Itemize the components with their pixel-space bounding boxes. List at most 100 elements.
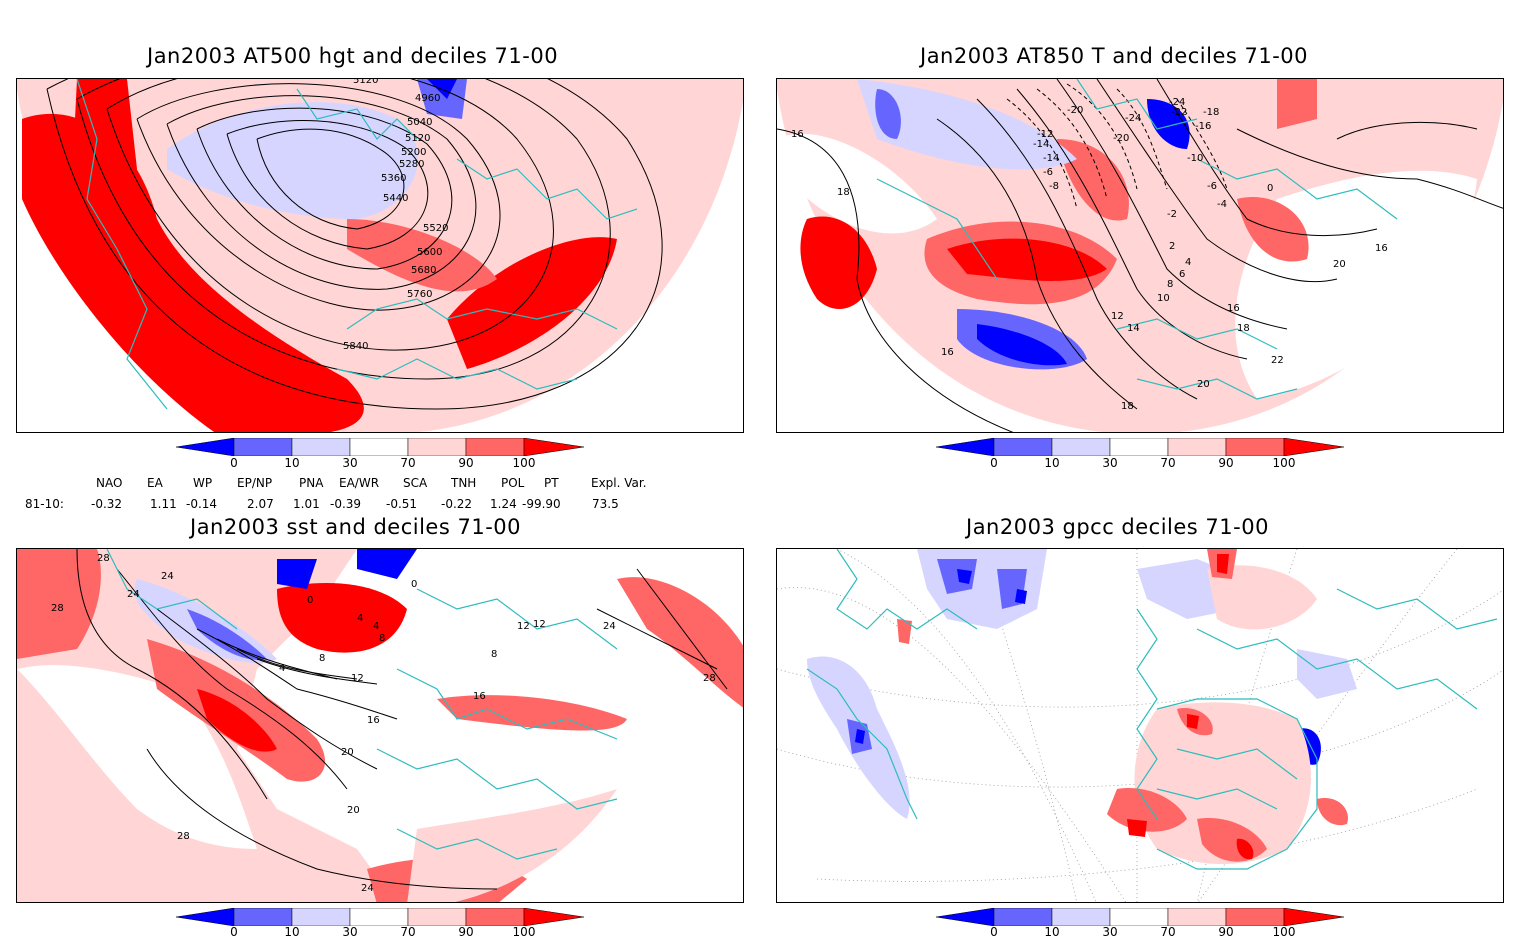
contour-label: 20 bbox=[341, 747, 354, 758]
panel-title-t850: Jan2003 AT850 T and deciles 71-00 bbox=[920, 44, 1309, 68]
contour-label: 16 bbox=[367, 715, 380, 726]
colorbar-label: 70 bbox=[1160, 925, 1176, 939]
contour-label: 24 bbox=[127, 589, 140, 600]
contour-label: -20 bbox=[1067, 105, 1083, 116]
contour-label: 18 bbox=[1237, 323, 1250, 334]
map-sst-svg: 28 28 24 24 0 0 4 4 8 4 8 12 16 20 20 16… bbox=[17, 549, 743, 902]
contour-label: 4 bbox=[357, 613, 363, 624]
contour-label: 4 bbox=[279, 663, 285, 674]
panel-title-sst: Jan2003 sst and deciles 71-00 bbox=[190, 515, 521, 539]
contour-label: 16 bbox=[1227, 303, 1240, 314]
index-value: -0.51 bbox=[386, 497, 418, 511]
contour-label: -24 bbox=[1125, 113, 1141, 124]
map-hgt500-svg: 5120 4960 5040 5120 5200 5280 5360 5440 … bbox=[17, 79, 743, 432]
contour-label: 4960 bbox=[415, 93, 440, 104]
contour-label: 5520 bbox=[423, 223, 448, 234]
contour-label: 16 bbox=[791, 129, 804, 140]
index-header: PT bbox=[544, 476, 559, 490]
index-header: TNH bbox=[451, 476, 477, 490]
contour-label: 24 bbox=[361, 883, 374, 894]
contour-label: 0 bbox=[307, 595, 313, 606]
colorbar-label: 30 bbox=[342, 925, 358, 939]
contour-label: 5760 bbox=[407, 289, 432, 300]
contour-label: 5040 bbox=[407, 117, 432, 128]
contour-label: 12 bbox=[533, 619, 546, 630]
colorbar-label: 90 bbox=[458, 925, 474, 939]
index-value: -0.39 bbox=[330, 497, 362, 511]
contour-label: 5440 bbox=[383, 193, 408, 204]
colorbar-label: 30 bbox=[342, 456, 358, 470]
contour-label: 20 bbox=[347, 805, 360, 816]
map-gpcc bbox=[776, 548, 1504, 903]
contour-label: 5200 bbox=[401, 147, 426, 158]
contour-label: 16 bbox=[473, 691, 486, 702]
contour-label: 10 bbox=[1157, 293, 1170, 304]
contour-label: 5280 bbox=[399, 159, 424, 170]
panel-title-gpcc: Jan2003 gpcc deciles 71-00 bbox=[966, 515, 1269, 539]
colorbar-label: 0 bbox=[990, 925, 998, 939]
contour-label: 24 bbox=[161, 571, 174, 582]
index-header: EA bbox=[147, 476, 163, 490]
contour-label: -8 bbox=[1049, 181, 1059, 192]
contour-label: 4 bbox=[1185, 257, 1191, 268]
map-sst: 28 28 24 24 0 0 4 4 8 4 8 12 16 20 20 16… bbox=[16, 548, 744, 903]
contour-label: 16 bbox=[941, 347, 954, 358]
contour-label: 5120 bbox=[353, 79, 378, 86]
colorbar-label: 30 bbox=[1102, 456, 1118, 470]
colorbar-label: 0 bbox=[990, 456, 998, 470]
contour-label: 22 bbox=[1271, 355, 1284, 366]
index-value: 1.24 bbox=[490, 497, 517, 511]
index-value: -0.22 bbox=[441, 497, 473, 511]
contour-label: -22 bbox=[1171, 107, 1187, 118]
colorbar-label: 90 bbox=[458, 456, 474, 470]
index-header: SCA bbox=[403, 476, 428, 490]
contour-label: 20 bbox=[1333, 259, 1346, 270]
colorbar-label: 0 bbox=[230, 456, 238, 470]
colorbar-label: 0 bbox=[230, 925, 238, 939]
contour-label: 28 bbox=[703, 673, 716, 684]
contour-label: 20 bbox=[1197, 379, 1210, 390]
index-value: 1.01 bbox=[293, 497, 320, 511]
contour-label: 2 bbox=[1169, 241, 1175, 252]
colorbar-top-left bbox=[176, 438, 585, 456]
contour-label: 18 bbox=[1121, 401, 1134, 412]
index-value: 2.07 bbox=[247, 497, 274, 511]
colorbar-bottom-right bbox=[936, 908, 1345, 926]
contour-label: 5840 bbox=[343, 341, 368, 352]
contour-label: 12 bbox=[517, 621, 530, 632]
colorbar-label: 100 bbox=[1272, 456, 1296, 470]
index-value: -0.14 bbox=[186, 497, 218, 511]
colorbar-label: 70 bbox=[1160, 456, 1176, 470]
colorbar-label: 100 bbox=[512, 925, 536, 939]
contour-label: 8 bbox=[491, 649, 497, 660]
contour-label: 8 bbox=[379, 633, 385, 644]
contour-label: 28 bbox=[97, 553, 110, 564]
index-value: 73.5 bbox=[592, 497, 619, 511]
contour-label: 5600 bbox=[417, 247, 442, 258]
panel-title-hgt500: Jan2003 AT500 hgt and deciles 71-00 bbox=[147, 44, 559, 68]
colorbar-label: 10 bbox=[284, 456, 300, 470]
contour-label: 8 bbox=[319, 653, 325, 664]
colorbar-label: 90 bbox=[1218, 925, 1234, 939]
index-header: NAO bbox=[96, 476, 123, 490]
contour-label: 0 bbox=[411, 579, 417, 590]
colorbar-label: 10 bbox=[284, 925, 300, 939]
colorbar-label: 70 bbox=[400, 456, 416, 470]
contour-label: -6 bbox=[1207, 181, 1217, 192]
colorbar-label: 100 bbox=[512, 456, 536, 470]
contour-label: 16 bbox=[1375, 243, 1388, 254]
contour-label: -14 bbox=[1033, 139, 1049, 150]
map-t850-svg: 16 18 -20 -24 -22 -18 -16 -24 -20 -14 -1… bbox=[777, 79, 1503, 432]
map-gpcc-svg bbox=[777, 549, 1503, 902]
contour-label: 6 bbox=[1179, 269, 1185, 280]
index-value: 1.11 bbox=[150, 497, 177, 511]
contour-label: 28 bbox=[51, 603, 64, 614]
index-value: -99.90 bbox=[522, 497, 561, 511]
contour-label: 0 bbox=[1267, 183, 1273, 194]
contour-label: -20 bbox=[1113, 133, 1129, 144]
index-value: -0.32 bbox=[91, 497, 123, 511]
colorbar-label: 100 bbox=[1272, 925, 1296, 939]
map-t850: 16 18 -20 -24 -22 -18 -16 -24 -20 -14 -1… bbox=[776, 78, 1504, 433]
contour-label: 5680 bbox=[411, 265, 436, 276]
contour-label: 5360 bbox=[381, 173, 406, 184]
